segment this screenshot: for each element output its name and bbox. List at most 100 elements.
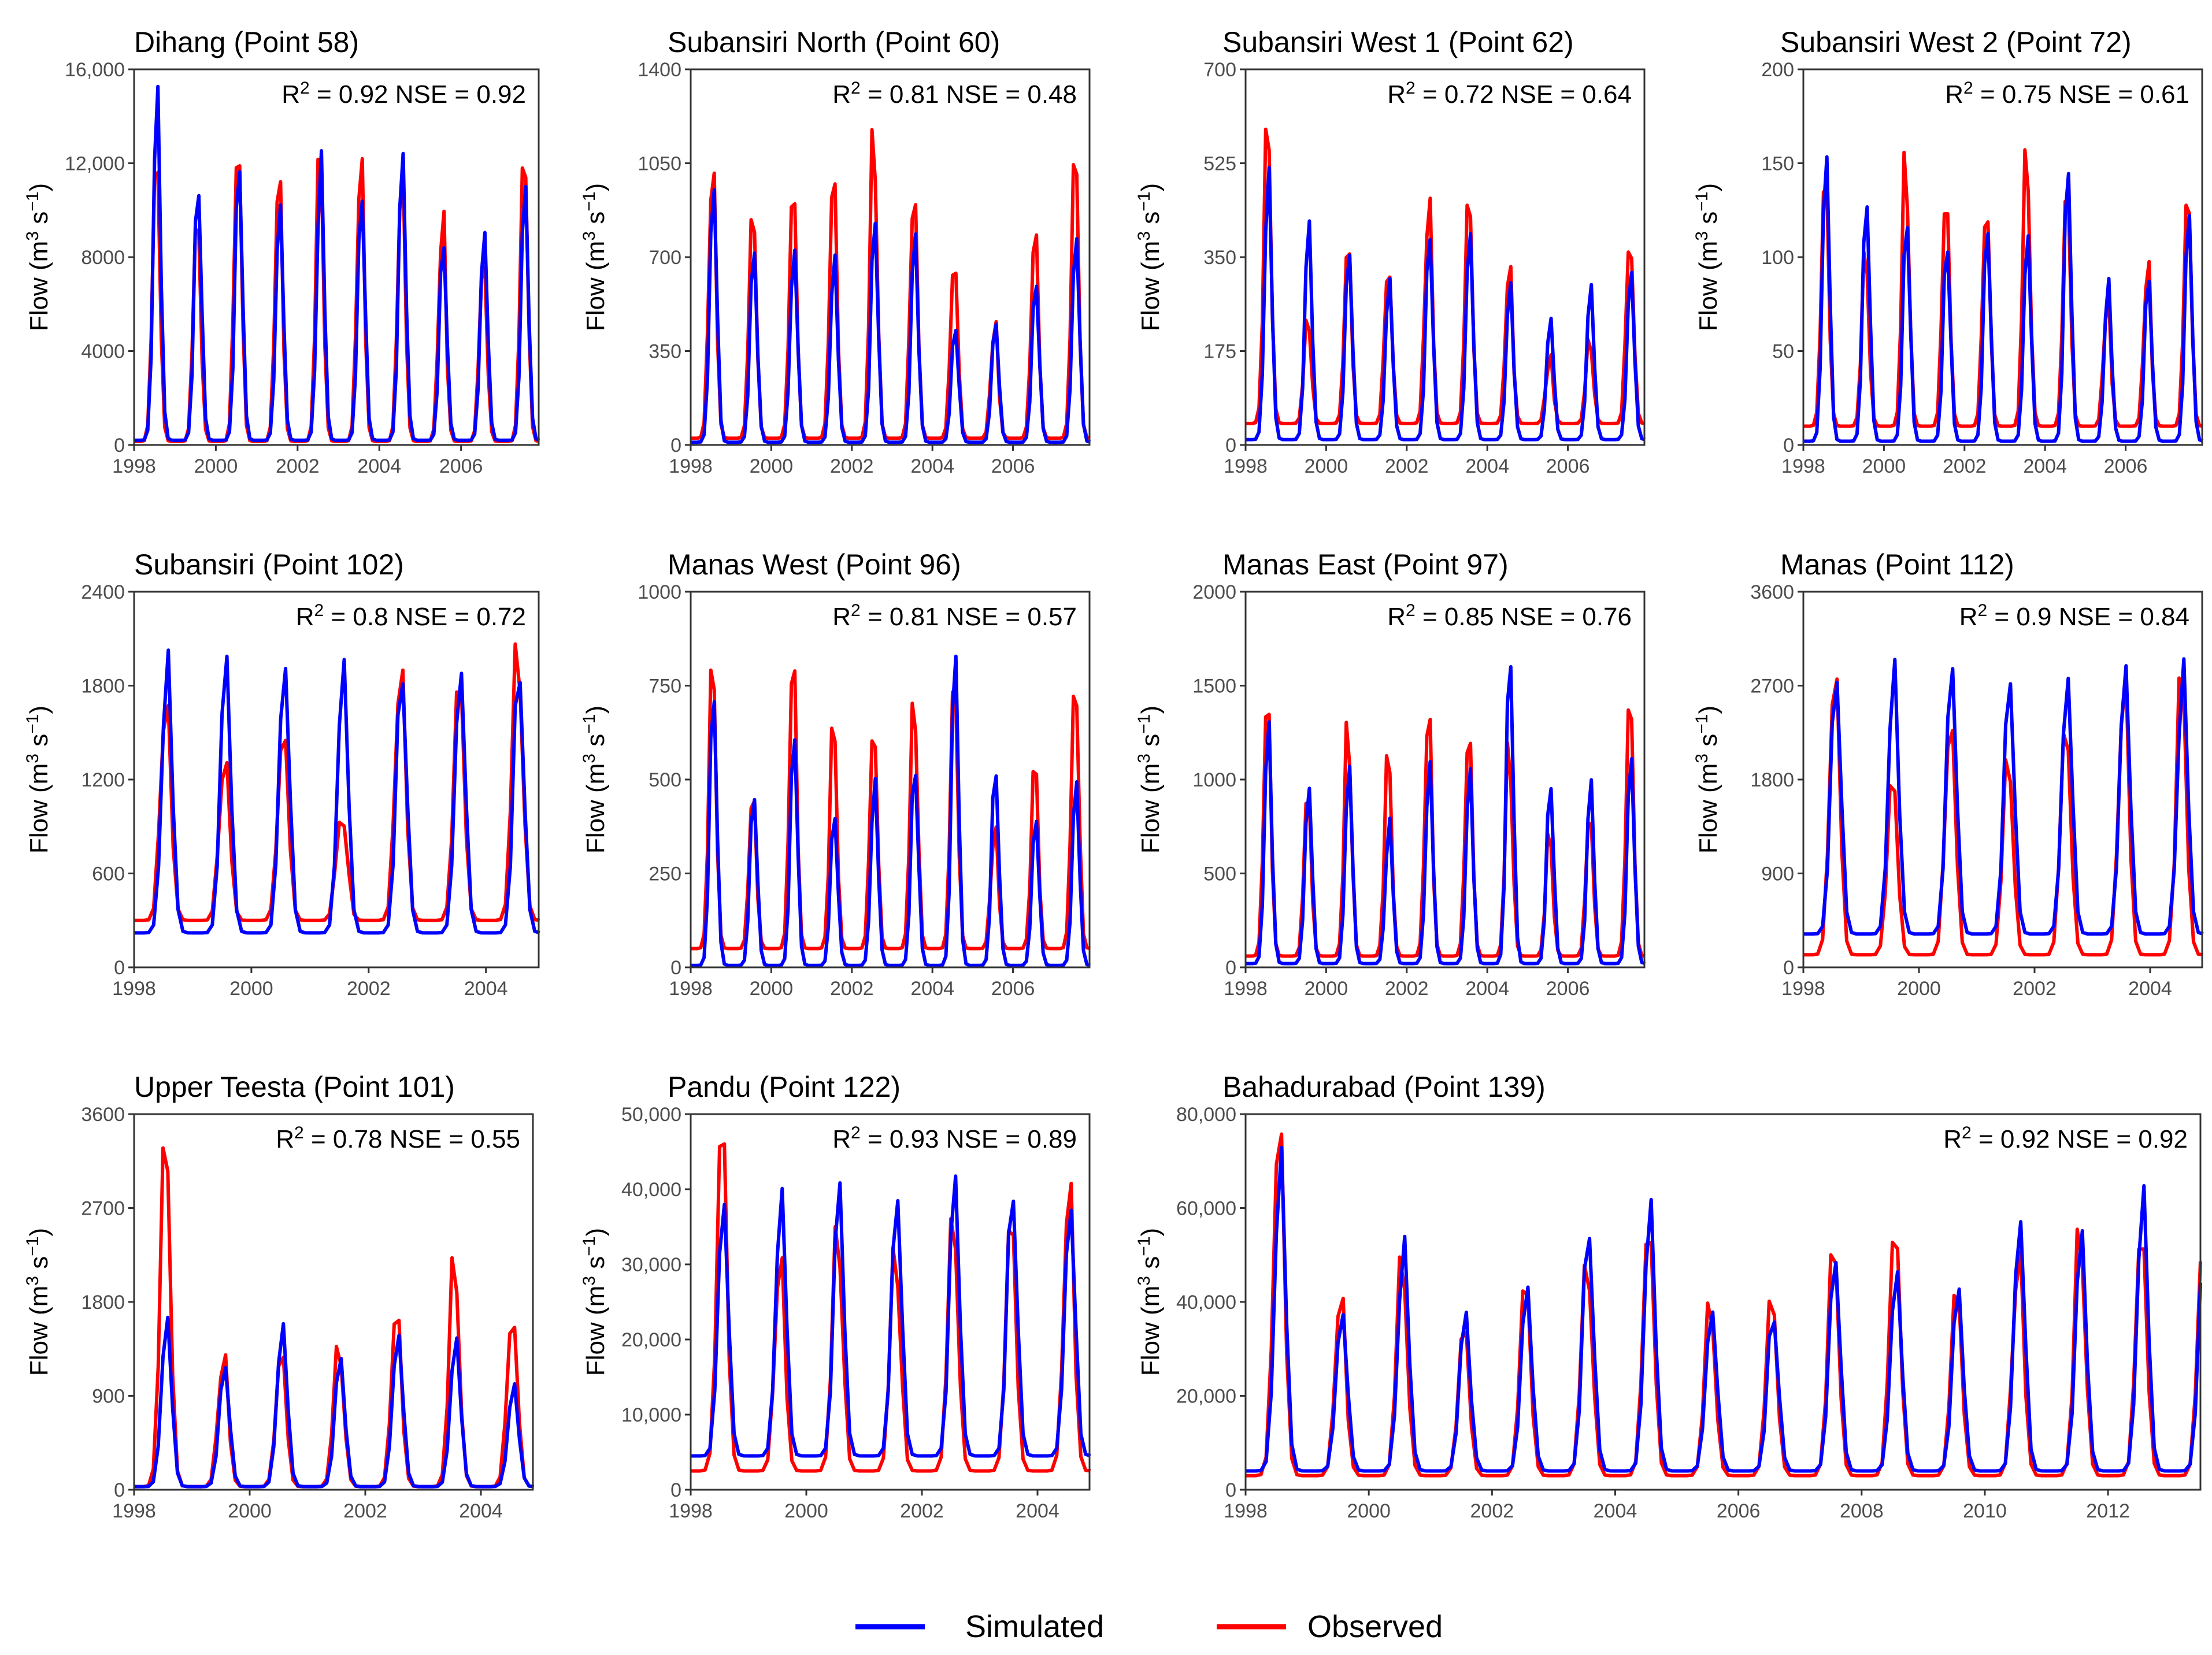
y-axis-label: Flow (m3 s−1) <box>1135 183 1165 331</box>
x-tick-label: 2000 <box>1305 978 1348 1000</box>
x-tick-label: 2002 <box>1385 978 1429 1000</box>
y-tick-label: 900 <box>1761 863 1794 885</box>
x-tick-label: 2006 <box>1546 455 1590 477</box>
y-tick-label: 3600 <box>81 1104 125 1126</box>
y-tick-label: 0 <box>670 435 681 457</box>
x-tick-label: 2002 <box>830 455 874 477</box>
y-tick-label: 0 <box>114 957 125 979</box>
x-tick-label: 2002 <box>2013 978 2057 1000</box>
x-tick-label: 2000 <box>1347 1500 1391 1522</box>
x-tick-label: 2004 <box>1465 978 1509 1000</box>
x-tick-label: 2002 <box>1943 455 1987 477</box>
legend: Simulated Observed <box>855 1609 1443 1644</box>
stats-label: R2 = 0.78 NSE = 0.55 <box>276 1123 520 1153</box>
chart-panel: Subansiri (Point 102) R2 = 0.8 NSE = 0.72… <box>23 548 540 1000</box>
y-tick-label: 200 <box>1761 59 1794 81</box>
y-axis-label: Flow (m3 s−1) <box>23 183 53 331</box>
chart-panel: Bahadurabad (Point 139) R2 = 0.92 NSE = 0… <box>1135 1071 2202 1522</box>
panel-title: Subansiri West 1 (Point 62) <box>1222 26 1574 58</box>
y-tick-label: 1800 <box>81 676 125 697</box>
y-tick-label: 16,000 <box>65 59 125 81</box>
plot-frame <box>1244 1113 2202 1491</box>
x-tick-label: 2004 <box>910 978 954 1000</box>
x-tick-label: 2004 <box>464 978 508 1000</box>
stats-label: R2 = 0.81 NSE = 0.57 <box>832 601 1077 631</box>
x-tick-label: 1998 <box>112 455 156 477</box>
series-simulated <box>134 84 540 442</box>
y-tick-label: 700 <box>649 247 681 269</box>
stats-label: R2 = 0.92 NSE = 0.92 <box>281 79 526 109</box>
y-axis-label: Flow (m3 s−1) <box>1135 1228 1165 1376</box>
panel-title: Pandu (Point 122) <box>668 1071 901 1103</box>
stats-label: R2 = 0.72 NSE = 0.64 <box>1387 79 1632 109</box>
x-tick-label: 2004 <box>1016 1500 1059 1522</box>
x-tick-label: 2000 <box>750 978 794 1000</box>
chart-panel: Subansiri West 1 (Point 62) R2 = 0.72 NSE… <box>1135 26 1646 477</box>
x-tick-label: 2002 <box>347 978 391 1000</box>
y-tick-label: 40,000 <box>1176 1292 1236 1313</box>
x-tick-label: 2008 <box>1840 1500 1884 1522</box>
series-observed <box>1246 127 1646 425</box>
series-simulated <box>691 188 1091 444</box>
y-tick-label: 0 <box>1225 957 1236 979</box>
y-tick-label: 1200 <box>81 769 125 791</box>
y-tick-label: 10,000 <box>621 1404 681 1426</box>
y-tick-label: 0 <box>1783 435 1794 457</box>
x-tick-label: 1998 <box>669 978 713 1000</box>
x-tick-label: 2000 <box>228 1500 272 1522</box>
series-simulated <box>691 1174 1091 1458</box>
chart-panel: Manas East (Point 97) R2 = 0.85 NSE = 0.7… <box>1135 548 1646 1000</box>
x-tick-label: 1998 <box>1781 978 1825 1000</box>
y-tick-label: 0 <box>1225 1479 1236 1501</box>
plot-frame <box>1244 68 1646 446</box>
x-tick-label: 2006 <box>1717 1500 1761 1522</box>
x-tick-label: 2002 <box>343 1500 387 1522</box>
x-tick-label: 2000 <box>194 455 238 477</box>
y-tick-label: 525 <box>1203 153 1236 175</box>
panel-title: Upper Teesta (Point 101) <box>134 1071 455 1103</box>
x-tick-label: 2002 <box>900 1500 944 1522</box>
stats-label: R2 = 0.9 NSE = 0.84 <box>1959 601 2189 631</box>
y-axis-label: Flow (m3 s−1) <box>580 706 610 854</box>
x-tick-label: 2006 <box>1546 978 1590 1000</box>
panel-title: Subansiri West 2 (Point 72) <box>1780 26 2132 58</box>
x-tick-label: 2006 <box>991 455 1035 477</box>
panel-title: Bahadurabad (Point 139) <box>1222 1071 1546 1103</box>
plot-frame <box>133 1113 534 1491</box>
y-tick-label: 1500 <box>1192 676 1236 697</box>
plot-frame <box>690 1113 1091 1491</box>
x-tick-label: 1998 <box>1224 978 1268 1000</box>
stats-label: R2 = 0.75 NSE = 0.61 <box>1945 79 2189 109</box>
y-tick-label: 150 <box>1761 153 1794 175</box>
x-tick-label: 2000 <box>750 455 794 477</box>
panel-title: Manas (Point 112) <box>1780 548 2014 581</box>
legend-label-observed: Observed <box>1307 1609 1443 1644</box>
x-tick-label: 2004 <box>910 455 954 477</box>
x-tick-label: 2002 <box>276 455 320 477</box>
y-tick-label: 2000 <box>1192 581 1236 603</box>
series-observed <box>1246 1132 2202 1478</box>
legend-label-simulated: Simulated <box>965 1609 1104 1644</box>
plot-frame <box>690 68 1091 446</box>
y-tick-label: 900 <box>92 1386 125 1408</box>
y-axis-label: Flow (m3 s−1) <box>23 1228 53 1376</box>
series-simulated <box>691 654 1091 967</box>
x-tick-label: 2002 <box>1470 1500 1514 1522</box>
x-tick-label: 1998 <box>669 1500 713 1522</box>
plot-frame <box>1244 591 1646 968</box>
y-tick-label: 250 <box>649 863 681 885</box>
y-tick-label: 2400 <box>81 581 125 603</box>
y-axis-label: Flow (m3 s−1) <box>1692 183 1722 331</box>
x-tick-label: 2000 <box>1862 455 1906 477</box>
y-tick-label: 20,000 <box>621 1329 681 1351</box>
y-tick-label: 1800 <box>1750 769 1794 791</box>
y-tick-label: 1800 <box>81 1292 125 1313</box>
y-tick-label: 175 <box>1203 341 1236 363</box>
chart-panel: Subansiri North (Point 60) R2 = 0.81 NSE … <box>580 26 1091 477</box>
y-tick-label: 750 <box>649 676 681 697</box>
x-tick-label: 2006 <box>439 455 483 477</box>
x-tick-label: 2002 <box>1385 455 1429 477</box>
chart-panel: Manas West (Point 96) R2 = 0.81 NSE = 0.5… <box>580 548 1091 1000</box>
stats-label: R2 = 0.81 NSE = 0.48 <box>832 79 1077 109</box>
